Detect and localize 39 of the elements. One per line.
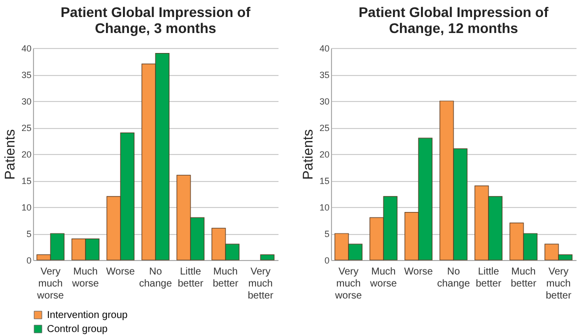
x-tick-label: Worse (404, 266, 434, 278)
y-tick-label: 0 (324, 256, 330, 266)
y-tick-label: 40 (319, 44, 330, 54)
legend-label: Control group (47, 324, 108, 335)
y-axis-title: Patients (1, 129, 18, 180)
x-tick-label: No change (139, 266, 172, 290)
chart-title: Patient Global Impression of Change, 3 months (60, 4, 251, 36)
y-tick-label: 5 (26, 229, 32, 239)
y-tick-label: 20 (21, 150, 32, 160)
y-tick-label: 40 (21, 44, 32, 54)
x-tick-label: No change (437, 266, 470, 290)
x-tick-label: Much better (510, 266, 537, 290)
y-axis-title: Patients (299, 129, 316, 180)
y-tick-label: 25 (21, 123, 32, 133)
x-tick-label: Very much better (248, 266, 274, 302)
legend-label: Intervention group (47, 310, 128, 321)
y-tick-label: 25 (319, 123, 330, 133)
x-tick-label: Worse (106, 266, 136, 278)
y-tick-label: 5 (324, 229, 330, 239)
y-tick-label: 35 (21, 70, 32, 80)
x-tick-label: Very much better (546, 266, 572, 302)
y-tick-label: 35 (319, 70, 330, 80)
y-tick-label: 30 (21, 96, 32, 106)
x-tick-label: Much worse (71, 266, 100, 290)
y-tick-label: 10 (21, 202, 32, 212)
y-tick-label: 15 (21, 176, 32, 186)
x-tick-label: Very much worse (334, 266, 362, 302)
x-tick-label: Little better (476, 266, 502, 290)
x-tick-label: Much better (212, 266, 239, 290)
y-tick-label: 30 (319, 96, 330, 106)
y-tick-label: 15 (319, 176, 330, 186)
y-tick-label: 10 (319, 202, 330, 212)
y-tick-label: 20 (319, 150, 330, 160)
bar (260, 254, 274, 260)
y-tick-label: 0 (26, 256, 32, 266)
chart-title: Patient Global Impression of Change, 12 months (358, 4, 549, 36)
x-tick-label: Much worse (369, 266, 398, 290)
x-tick-label: Little better (178, 266, 204, 290)
x-tick-label: Very much worse (36, 266, 64, 302)
